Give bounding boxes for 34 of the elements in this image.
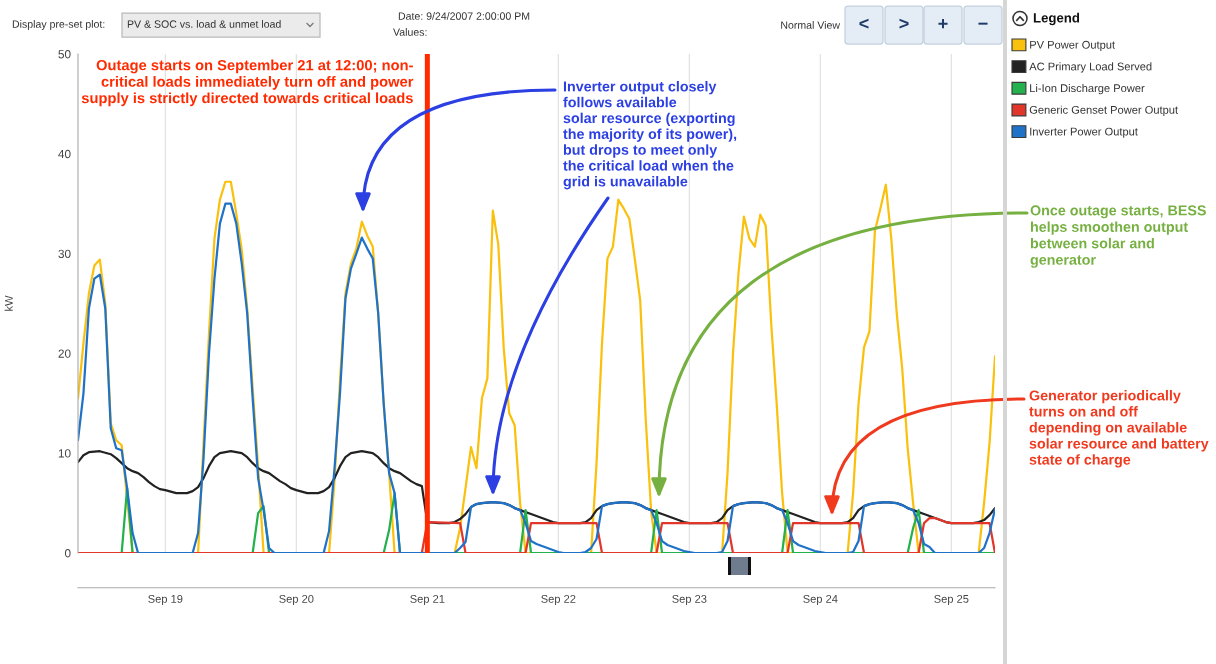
legend-label: Li-Ion Discharge Power <box>1030 83 1145 95</box>
y-tick-label: 50 <box>58 50 71 59</box>
text: Values: <box>393 28 427 36</box>
legend-title: Legend <box>1033 12 1080 26</box>
text: Once outage starts, BESS helps smoothen output between solar and generator <box>1030 205 1206 268</box>
text: Date: 9/24/2007 2:00:00 PM <box>398 12 530 20</box>
text: − <box>978 22 988 25</box>
y-tick-label: 30 <box>58 249 71 258</box>
text: PV & SOC vs. load & unmet load <box>127 20 281 28</box>
text: Generator periodically turns on and off depending on available solar resource and battery state of charge <box>1029 390 1209 468</box>
y-tick-label: 40 <box>58 149 71 159</box>
legend-label: Generic Genset Power Output <box>1029 105 1178 116</box>
x-tick-label: Sep 23 <box>672 594 707 606</box>
text: Normal View <box>781 21 841 29</box>
line-series <box>78 516 995 553</box>
legend-label: Inverter Power Output <box>1030 127 1138 138</box>
x-tick-label: Sep 24 <box>803 594 838 606</box>
y-tick-label: 0 <box>64 549 71 558</box>
legend-label: PV Power Output <box>1030 40 1115 51</box>
x-tick-label: Sep 20 <box>279 594 314 606</box>
x-tick-label: Sep 25 <box>934 594 969 606</box>
y-tick-label: 20 <box>58 349 71 358</box>
y-axis-title: kW <box>4 295 13 311</box>
text: > <box>899 18 909 29</box>
x-tick-label: Sep 22 <box>541 594 576 606</box>
y-tick-label: 10 <box>58 449 71 458</box>
legend-label: AC Primary Load Served <box>1029 62 1152 73</box>
ref-line-label: Outage starts on September 21 at 12:00; non- critical loads immediately turn off and power supply is strictly directed towards critical loads <box>81 59 414 107</box>
text: < <box>859 18 869 29</box>
x-tick-label: Sep 19 <box>148 594 183 606</box>
x-tick-label: Sep 21 <box>410 594 445 606</box>
text: + <box>938 19 948 29</box>
text: Display pre-set plot: <box>12 20 105 30</box>
annotation: Inverter output closely follows available solar resource (exporting the majority of its power), but drops to meet only the critical load when the grid is unavailable <box>563 81 737 190</box>
